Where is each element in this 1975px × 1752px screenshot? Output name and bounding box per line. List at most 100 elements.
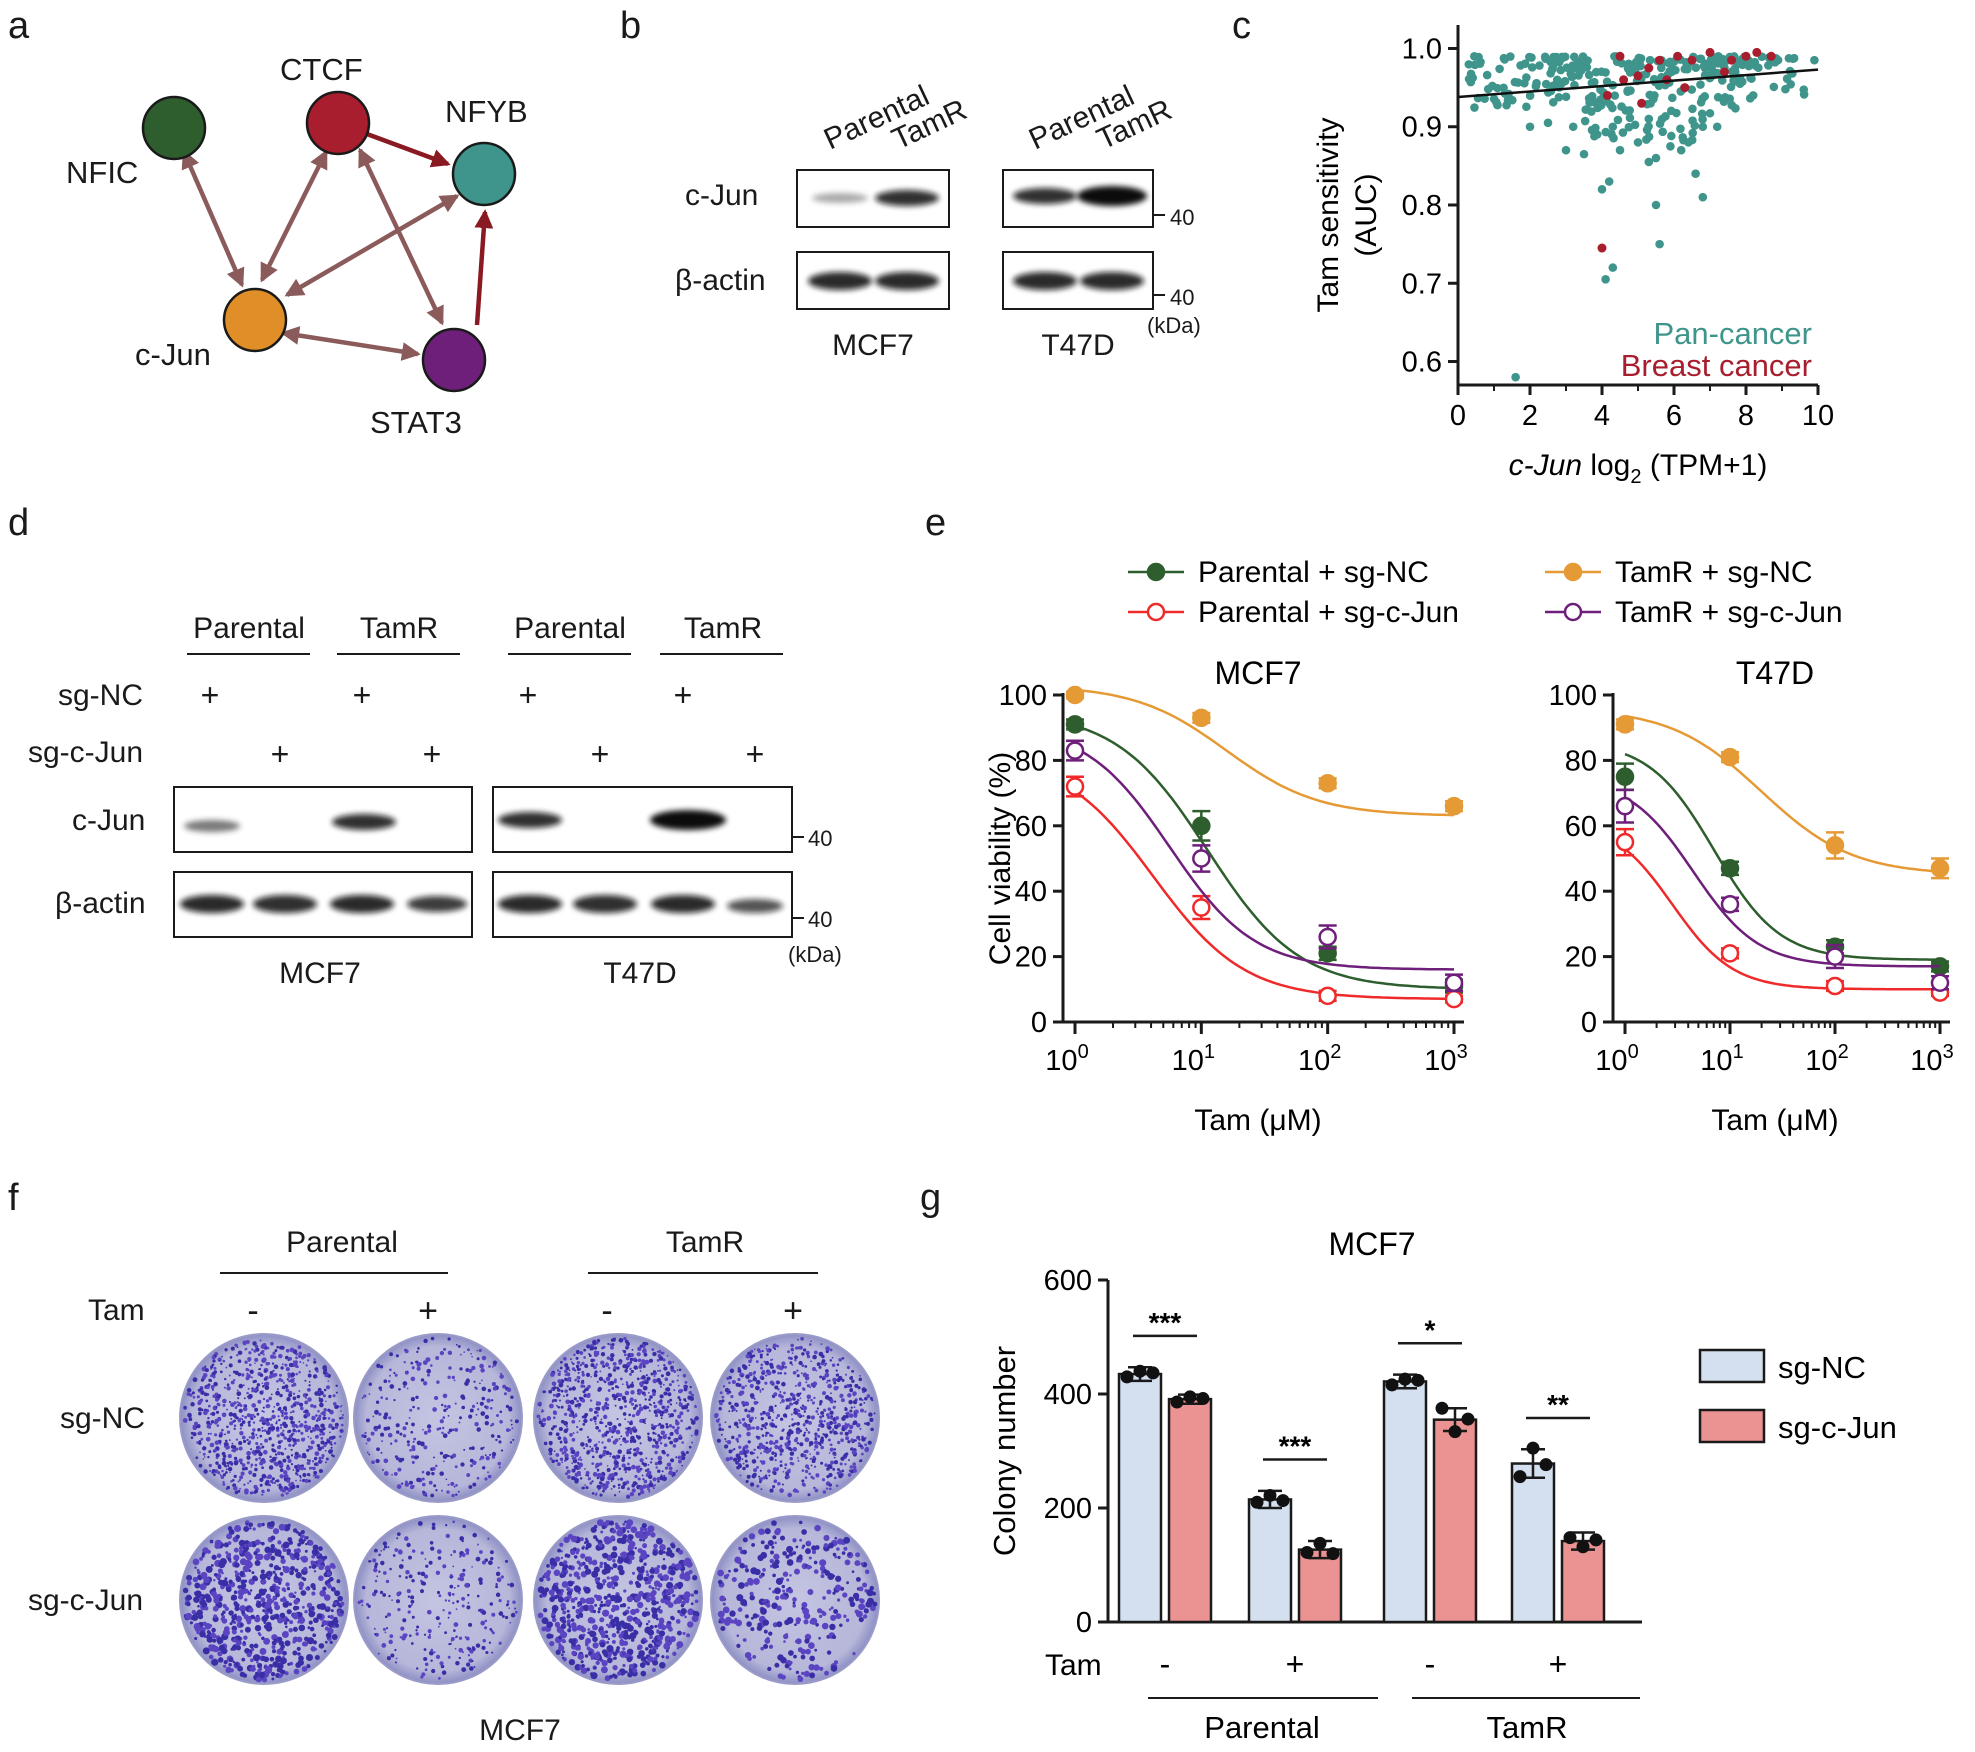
colony xyxy=(215,1410,220,1414)
colony xyxy=(647,1436,653,1442)
colony xyxy=(761,1369,766,1374)
colony xyxy=(582,1604,590,1612)
e-data-point xyxy=(1192,708,1211,728)
colony xyxy=(818,1423,822,1428)
colony xyxy=(691,1441,694,1444)
colony xyxy=(208,1450,212,1454)
colony xyxy=(242,1641,246,1644)
colony xyxy=(810,1415,816,1420)
colony xyxy=(666,1355,669,1357)
colony xyxy=(264,1438,269,1443)
e-data-point xyxy=(1615,796,1635,816)
colony xyxy=(467,1602,470,1604)
colony xyxy=(225,1468,228,1471)
colony xyxy=(595,1594,603,1602)
colony xyxy=(613,1380,617,1384)
colony xyxy=(576,1431,579,1434)
colony xyxy=(476,1402,479,1405)
colony xyxy=(235,1438,239,1441)
edge-nfyb-cjun xyxy=(284,194,460,297)
colony xyxy=(776,1413,781,1418)
colony xyxy=(281,1412,284,1415)
colony xyxy=(654,1461,659,1466)
e-fit-curve xyxy=(1624,796,1940,968)
colony xyxy=(298,1390,301,1392)
colony xyxy=(839,1393,844,1398)
colony xyxy=(379,1388,383,1392)
colony xyxy=(385,1397,389,1401)
colony xyxy=(454,1427,459,1432)
colony xyxy=(615,1429,621,1435)
colony xyxy=(753,1398,756,1400)
colony xyxy=(854,1383,859,1388)
colony xyxy=(287,1359,290,1362)
colony xyxy=(310,1440,315,1445)
e-data-point xyxy=(1444,989,1464,1009)
colony xyxy=(652,1477,657,1482)
colony xyxy=(813,1486,816,1490)
e-legend-label: Parental + sg-c-Jun xyxy=(1198,596,1459,629)
colony xyxy=(262,1385,265,1388)
colony xyxy=(822,1391,826,1396)
colony xyxy=(322,1416,326,1421)
colony xyxy=(595,1450,599,1454)
colony xyxy=(277,1636,283,1642)
colony xyxy=(321,1456,324,1460)
colony xyxy=(765,1411,771,1417)
colony xyxy=(580,1660,584,1664)
colony xyxy=(669,1440,674,1445)
colony xyxy=(314,1654,320,1661)
colony xyxy=(647,1432,650,1436)
colony xyxy=(254,1357,259,1362)
colony xyxy=(648,1490,651,1493)
colony xyxy=(621,1383,624,1386)
colony xyxy=(584,1363,589,1369)
colony xyxy=(286,1618,290,1622)
colony xyxy=(366,1616,370,1620)
colony xyxy=(657,1460,663,1465)
colony xyxy=(824,1463,828,1467)
c-x-tick-label: 8 xyxy=(1738,400,1754,432)
colony xyxy=(563,1536,570,1543)
colony xyxy=(271,1477,275,1481)
colony xyxy=(647,1361,650,1364)
colony xyxy=(607,1389,611,1392)
colony xyxy=(615,1524,621,1530)
colony xyxy=(463,1351,466,1353)
colony xyxy=(243,1544,247,1548)
colony xyxy=(636,1601,644,1609)
scatter-point-pan-cancer xyxy=(1617,59,1626,68)
scatter-point-pan-cancer xyxy=(1474,52,1483,62)
colony xyxy=(270,1423,274,1427)
colony xyxy=(824,1372,830,1378)
colony xyxy=(316,1416,322,1422)
colony xyxy=(447,1350,453,1356)
colony xyxy=(616,1417,619,1421)
colony xyxy=(741,1417,746,1422)
colony xyxy=(269,1563,274,1568)
colony xyxy=(749,1383,754,1388)
colony xyxy=(850,1447,853,1451)
colony xyxy=(222,1359,226,1363)
colony xyxy=(622,1349,624,1352)
colony xyxy=(571,1437,576,1442)
e-data-point xyxy=(1192,898,1211,917)
colony xyxy=(630,1390,635,1395)
colony xyxy=(387,1380,391,1383)
colony xyxy=(311,1554,316,1559)
colony xyxy=(630,1638,635,1642)
colony xyxy=(397,1549,403,1555)
colony xyxy=(444,1631,447,1635)
colony xyxy=(650,1372,654,1376)
colony xyxy=(580,1553,586,1559)
colony xyxy=(261,1522,265,1527)
colony xyxy=(298,1585,303,1591)
colony xyxy=(847,1393,852,1398)
colony xyxy=(690,1434,693,1437)
colony xyxy=(236,1389,239,1392)
colony xyxy=(591,1462,595,1465)
colony xyxy=(238,1402,241,1405)
colony xyxy=(618,1633,624,1639)
colony xyxy=(580,1384,584,1388)
colony xyxy=(318,1414,322,1418)
